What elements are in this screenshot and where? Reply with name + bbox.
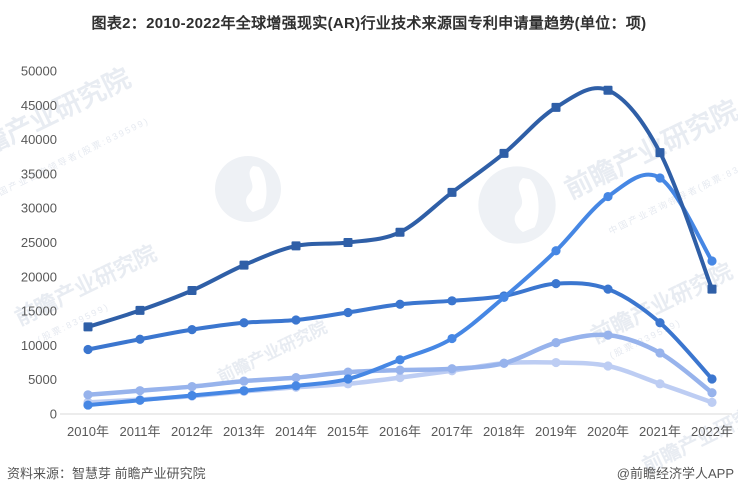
svg-text:2019年: 2019年	[535, 424, 577, 439]
svg-text:2012年: 2012年	[171, 424, 213, 439]
svg-text:2018年: 2018年	[483, 424, 525, 439]
svg-text:2015年: 2015年	[327, 424, 369, 439]
svg-text:45000: 45000	[21, 98, 57, 113]
svg-text:10000: 10000	[21, 338, 57, 353]
credit-note: @前瞻经济学人APP	[616, 466, 734, 481]
svg-text:15000: 15000	[21, 304, 57, 319]
svg-text:2017年: 2017年	[431, 424, 473, 439]
svg-text:2021年: 2021年	[639, 424, 681, 439]
svg-text:2011年: 2011年	[120, 424, 161, 439]
svg-text:40000: 40000	[21, 132, 57, 147]
chart-title: 图表2：2010-2022年全球增强现实(AR)行业技术来源国专利申请量趋势(单…	[91, 15, 647, 32]
svg-text:20000: 20000	[21, 269, 57, 284]
svg-text:5000: 5000	[28, 372, 57, 387]
svg-text:2022年: 2022年	[691, 424, 733, 439]
svg-text:2020年: 2020年	[587, 424, 629, 439]
svg-text:2016年: 2016年	[379, 424, 421, 439]
svg-text:25000: 25000	[21, 235, 57, 250]
source-note: 资料来源：智慧芽 前瞻产业研究院	[7, 466, 206, 481]
svg-text:0: 0	[50, 407, 57, 422]
svg-text:2014年: 2014年	[275, 424, 317, 439]
svg-text:2013年: 2013年	[223, 424, 265, 439]
svg-text:35000: 35000	[21, 166, 57, 181]
svg-text:2010年: 2010年	[67, 424, 109, 439]
svg-text:50000: 50000	[21, 64, 57, 79]
svg-text:30000: 30000	[21, 201, 57, 216]
